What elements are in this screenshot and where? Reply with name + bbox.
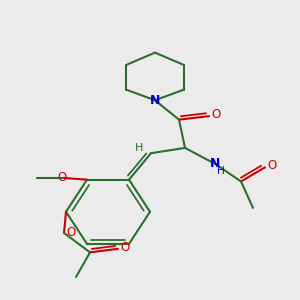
Text: H: H [135, 143, 143, 153]
Text: O: O [268, 159, 277, 172]
Text: O: O [67, 226, 76, 239]
Text: O: O [58, 171, 67, 184]
Text: H: H [217, 166, 225, 176]
Text: N: N [210, 157, 220, 170]
Text: O: O [121, 241, 130, 254]
Text: N: N [150, 94, 160, 107]
Text: O: O [212, 108, 221, 121]
